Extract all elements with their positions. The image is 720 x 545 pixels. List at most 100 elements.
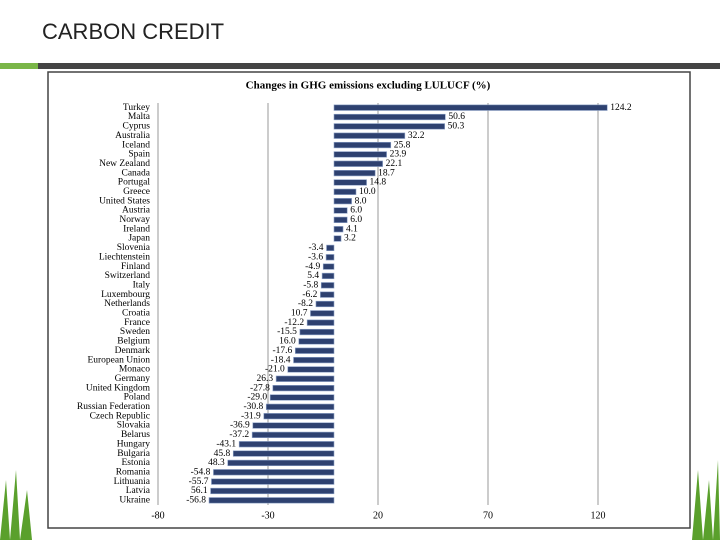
value-label: 4.1: [346, 224, 358, 234]
y-tick-label: Russian Federation: [77, 402, 150, 412]
value-label: -36.9: [230, 421, 250, 431]
value-label: 6.0: [350, 206, 362, 216]
value-label: 16.0: [279, 337, 296, 347]
y-tick-label: Latvia: [126, 486, 151, 496]
y-tick-label: Estonia: [122, 458, 151, 468]
value-label: 50.3: [448, 122, 465, 132]
bar: [333, 235, 342, 242]
bar: [227, 459, 335, 467]
bar: [326, 244, 335, 252]
value-label: 10.7: [291, 309, 308, 319]
value-label: -12.2: [284, 318, 304, 328]
bar: [238, 441, 335, 448]
y-tick-label: Denmark: [115, 346, 151, 356]
value-label: -56.8: [186, 496, 206, 506]
value-label: -54.8: [191, 467, 211, 477]
value-label: -15.5: [277, 327, 297, 337]
y-tick-label: Australia: [115, 131, 151, 141]
x-tick-label: 70: [483, 510, 493, 521]
bar: [252, 422, 335, 429]
bar: [213, 469, 335, 476]
bar: [306, 319, 335, 326]
value-label: 14.8: [370, 178, 387, 188]
y-tick-label: Ukraine: [119, 496, 150, 506]
y-tick-label: United Kingdom: [86, 383, 151, 393]
y-tick-label: Greece: [123, 187, 150, 197]
bar: [208, 497, 335, 504]
bar: [269, 394, 335, 401]
x-tick-label: 120: [591, 510, 606, 521]
y-tick-label: Slovakia: [117, 421, 151, 431]
value-label: 124.2: [610, 103, 632, 113]
y-tick-label: Canada: [122, 168, 151, 178]
bar: [210, 487, 335, 495]
value-label: 3.2: [344, 234, 356, 244]
bar: [333, 141, 392, 149]
value-label: -5.8: [303, 280, 318, 290]
y-tick-label: Sweden: [120, 327, 150, 337]
value-label: 26.3: [257, 374, 274, 384]
y-tick-label: Slovenia: [117, 243, 151, 253]
bar: [333, 123, 445, 130]
value-label: -31.9: [241, 411, 261, 421]
y-tick-label: Lithuania: [114, 477, 151, 487]
bar: [275, 375, 335, 382]
bar: [333, 216, 348, 223]
value-label: -18.4: [271, 355, 291, 365]
left-margin: [0, 0, 38, 540]
y-tick-label: Malta: [128, 112, 151, 122]
value-label: -3.4: [308, 243, 323, 253]
value-label: 22.1: [386, 159, 403, 169]
value-label: -21.0: [265, 365, 285, 375]
y-tick-label: Belarus: [121, 430, 150, 440]
grass-left: [0, 470, 32, 540]
bar: [211, 478, 335, 485]
y-tick-label: Japan: [128, 234, 150, 244]
bar: [294, 347, 335, 354]
value-label: 45.8: [214, 449, 231, 459]
value-label: -4.9: [305, 262, 320, 272]
value-label: -37.2: [229, 430, 249, 440]
bar: [272, 385, 335, 392]
value-label: 6.0: [350, 215, 362, 225]
y-tick-label: Luxembourg: [101, 290, 150, 300]
bar: [287, 366, 335, 373]
bar: [325, 254, 335, 261]
slide-title: CARBON CREDIT: [42, 19, 224, 44]
y-tick-label: New Zealand: [99, 159, 150, 169]
bar: [333, 113, 446, 121]
x-tick-label: -80: [151, 510, 164, 521]
bar: [265, 403, 335, 410]
value-label: -55.7: [189, 477, 209, 487]
y-tick-label: Croatia: [122, 309, 151, 319]
bar: [333, 179, 367, 186]
value-label: 18.7: [378, 168, 395, 178]
bar: [333, 170, 376, 177]
value-label: -3.6: [308, 252, 323, 262]
y-tick-label: European Union: [87, 355, 150, 365]
bar: [320, 282, 335, 289]
y-tick-label: Monaco: [119, 365, 150, 375]
value-label: -27.8: [250, 383, 270, 393]
value-label: -6.2: [302, 290, 317, 300]
bar: [333, 151, 387, 158]
y-tick-label: Norway: [119, 215, 150, 225]
bar: [251, 431, 335, 438]
value-label: -43.1: [216, 439, 236, 449]
bar: [299, 328, 335, 336]
y-tick-label: Italy: [133, 280, 151, 290]
y-tick-label: Czech Republic: [90, 411, 150, 421]
bar: [333, 188, 357, 195]
bar: [321, 272, 335, 280]
bar: [333, 104, 608, 111]
y-tick-label: Switzerland: [105, 271, 151, 281]
x-tick-label: 20: [373, 510, 383, 521]
x-tick-label: -30: [261, 510, 274, 521]
y-tick-label: Portugal: [118, 178, 151, 188]
bar: [298, 338, 335, 345]
value-label: 8.0: [355, 196, 367, 206]
y-tick-label: Bulgaria: [117, 449, 150, 459]
y-tick-label: France: [124, 318, 150, 328]
y-tick-label: Austria: [122, 206, 151, 216]
